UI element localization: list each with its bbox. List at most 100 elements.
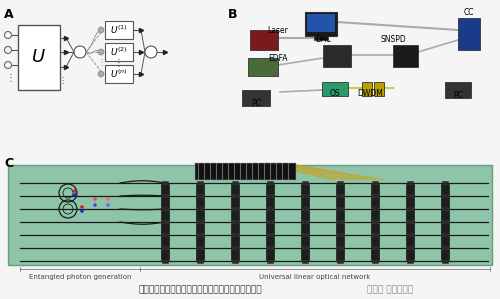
FancyBboxPatch shape (267, 234, 273, 237)
Circle shape (145, 46, 157, 58)
FancyBboxPatch shape (337, 220, 343, 223)
FancyBboxPatch shape (161, 197, 169, 208)
FancyBboxPatch shape (407, 181, 413, 184)
FancyBboxPatch shape (407, 195, 413, 198)
FancyBboxPatch shape (162, 247, 168, 250)
FancyBboxPatch shape (267, 220, 273, 223)
FancyBboxPatch shape (337, 208, 343, 211)
FancyBboxPatch shape (18, 25, 60, 90)
FancyBboxPatch shape (161, 223, 169, 234)
FancyBboxPatch shape (250, 30, 278, 50)
FancyBboxPatch shape (197, 234, 203, 237)
FancyBboxPatch shape (406, 223, 414, 234)
FancyBboxPatch shape (372, 260, 378, 263)
FancyBboxPatch shape (441, 236, 449, 247)
Circle shape (106, 197, 110, 201)
FancyBboxPatch shape (302, 207, 308, 210)
FancyBboxPatch shape (362, 82, 372, 96)
FancyBboxPatch shape (372, 233, 378, 236)
FancyBboxPatch shape (302, 220, 308, 223)
FancyBboxPatch shape (161, 210, 169, 221)
FancyBboxPatch shape (197, 233, 203, 236)
FancyBboxPatch shape (372, 247, 378, 250)
Text: Universal linear optical network: Universal linear optical network (260, 274, 370, 280)
Circle shape (80, 209, 84, 213)
FancyBboxPatch shape (161, 249, 169, 260)
Circle shape (98, 49, 104, 55)
FancyBboxPatch shape (162, 234, 168, 237)
Circle shape (73, 189, 77, 193)
FancyBboxPatch shape (231, 184, 239, 195)
FancyBboxPatch shape (441, 223, 449, 234)
Polygon shape (8, 165, 492, 265)
Text: DWDM: DWDM (357, 89, 383, 98)
FancyBboxPatch shape (162, 195, 168, 198)
FancyBboxPatch shape (337, 207, 343, 210)
FancyBboxPatch shape (305, 12, 337, 36)
FancyBboxPatch shape (197, 220, 203, 223)
Text: 企鹅号 溪流村的事: 企鹅号 溪流村的事 (367, 285, 413, 294)
Text: 国防科技大学研制的新型可编程硅基光量子计算芯片: 国防科技大学研制的新型可编程硅基光量子计算芯片 (138, 285, 262, 294)
FancyBboxPatch shape (314, 36, 328, 40)
Text: Laser: Laser (268, 26, 288, 35)
FancyBboxPatch shape (267, 195, 273, 198)
FancyBboxPatch shape (407, 234, 413, 237)
Circle shape (93, 203, 97, 207)
FancyBboxPatch shape (197, 221, 203, 224)
Circle shape (80, 205, 84, 209)
FancyBboxPatch shape (196, 249, 204, 260)
FancyBboxPatch shape (407, 207, 413, 210)
FancyBboxPatch shape (267, 246, 273, 249)
Text: A: A (4, 8, 14, 21)
FancyBboxPatch shape (336, 197, 344, 208)
FancyBboxPatch shape (442, 208, 448, 211)
Text: Entangled photon generation: Entangled photon generation (29, 274, 131, 280)
FancyBboxPatch shape (162, 181, 168, 184)
FancyBboxPatch shape (406, 236, 414, 247)
FancyBboxPatch shape (196, 197, 204, 208)
FancyBboxPatch shape (232, 207, 238, 210)
FancyBboxPatch shape (302, 233, 308, 236)
FancyBboxPatch shape (267, 247, 273, 250)
FancyBboxPatch shape (232, 234, 238, 237)
FancyBboxPatch shape (232, 181, 238, 184)
FancyBboxPatch shape (267, 233, 273, 236)
FancyBboxPatch shape (445, 82, 471, 98)
FancyBboxPatch shape (302, 208, 308, 211)
FancyBboxPatch shape (372, 207, 378, 210)
FancyBboxPatch shape (197, 247, 203, 250)
FancyBboxPatch shape (372, 194, 378, 197)
FancyBboxPatch shape (232, 195, 238, 198)
FancyBboxPatch shape (301, 184, 309, 195)
FancyBboxPatch shape (336, 249, 344, 260)
FancyBboxPatch shape (231, 197, 239, 208)
FancyBboxPatch shape (232, 208, 238, 211)
FancyBboxPatch shape (196, 236, 204, 247)
FancyBboxPatch shape (371, 184, 379, 195)
FancyBboxPatch shape (407, 247, 413, 250)
FancyBboxPatch shape (195, 163, 295, 179)
FancyBboxPatch shape (301, 197, 309, 208)
FancyBboxPatch shape (406, 249, 414, 260)
FancyBboxPatch shape (162, 260, 168, 263)
FancyBboxPatch shape (442, 181, 448, 184)
FancyBboxPatch shape (301, 223, 309, 234)
FancyBboxPatch shape (248, 58, 278, 76)
FancyBboxPatch shape (371, 197, 379, 208)
Text: SNSPD: SNSPD (380, 35, 406, 44)
Text: $U^{(2)}$: $U^{(2)}$ (110, 46, 128, 58)
FancyBboxPatch shape (301, 249, 309, 260)
FancyBboxPatch shape (161, 184, 169, 195)
FancyBboxPatch shape (105, 43, 133, 61)
FancyBboxPatch shape (371, 223, 379, 234)
FancyBboxPatch shape (441, 249, 449, 260)
Text: DAC: DAC (315, 35, 331, 44)
FancyBboxPatch shape (197, 246, 203, 249)
FancyBboxPatch shape (307, 14, 335, 32)
FancyBboxPatch shape (337, 221, 343, 224)
FancyBboxPatch shape (337, 260, 343, 263)
FancyBboxPatch shape (406, 197, 414, 208)
FancyBboxPatch shape (374, 82, 384, 96)
FancyBboxPatch shape (407, 260, 413, 263)
FancyBboxPatch shape (337, 246, 343, 249)
